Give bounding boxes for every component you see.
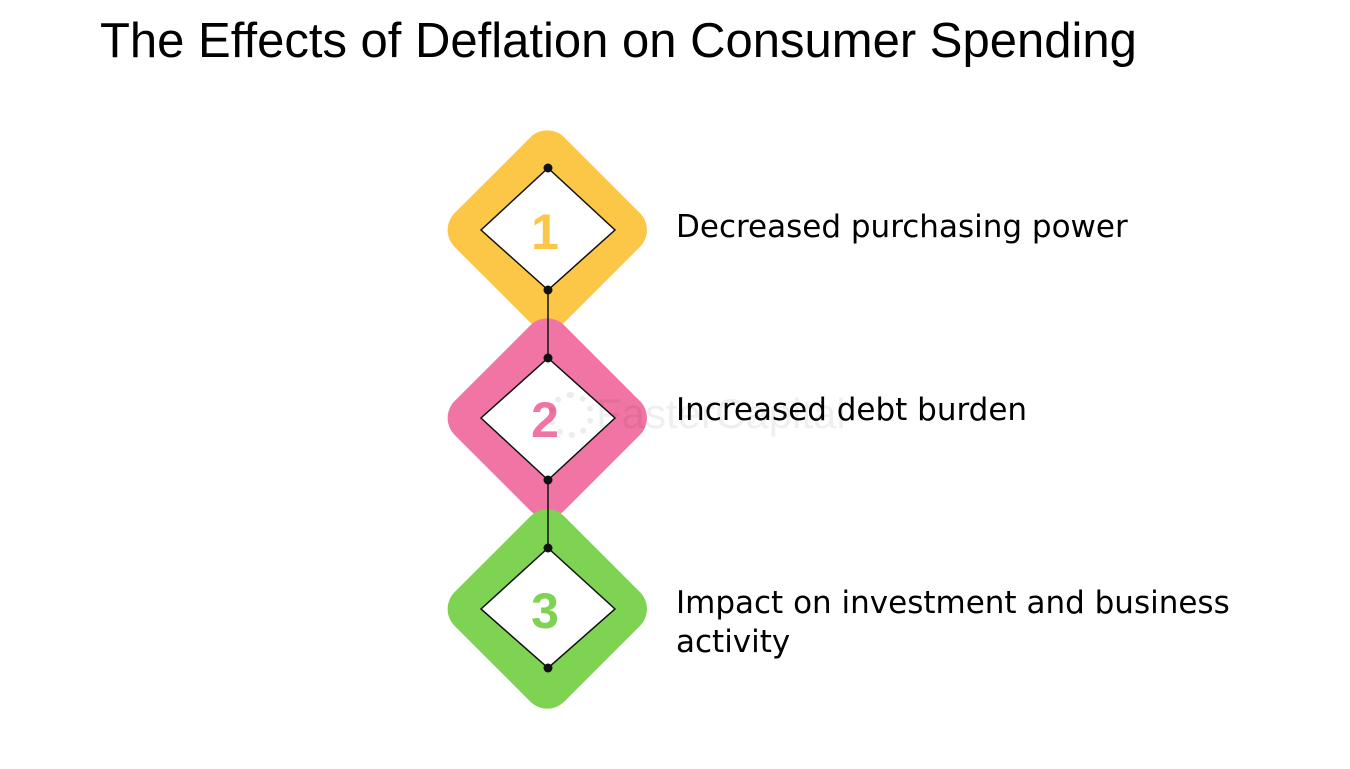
connector-dot bbox=[543, 163, 553, 173]
step-1-diamond: 1 bbox=[447, 130, 647, 330]
step-3-diamond: 3 bbox=[447, 509, 647, 709]
connector-dot bbox=[543, 663, 553, 673]
step-3-number: 3 bbox=[531, 583, 559, 639]
page-title: The Effects of Deflation on Consumer Spe… bbox=[100, 14, 1137, 68]
connector-dot bbox=[543, 475, 553, 485]
connector-dot bbox=[543, 285, 553, 295]
connector-dot bbox=[543, 353, 553, 363]
step-1-number: 1 bbox=[531, 204, 559, 260]
step-2-number: 2 bbox=[531, 392, 559, 448]
step-2-diamond: 2 bbox=[447, 318, 647, 518]
step-2-label: Increased debt burden bbox=[676, 392, 1028, 428]
step-1-label: Decreased purchasing power bbox=[676, 209, 1128, 245]
connector-dot bbox=[543, 543, 553, 553]
step-3-label: Impact on investment and business activi… bbox=[676, 585, 1230, 660]
